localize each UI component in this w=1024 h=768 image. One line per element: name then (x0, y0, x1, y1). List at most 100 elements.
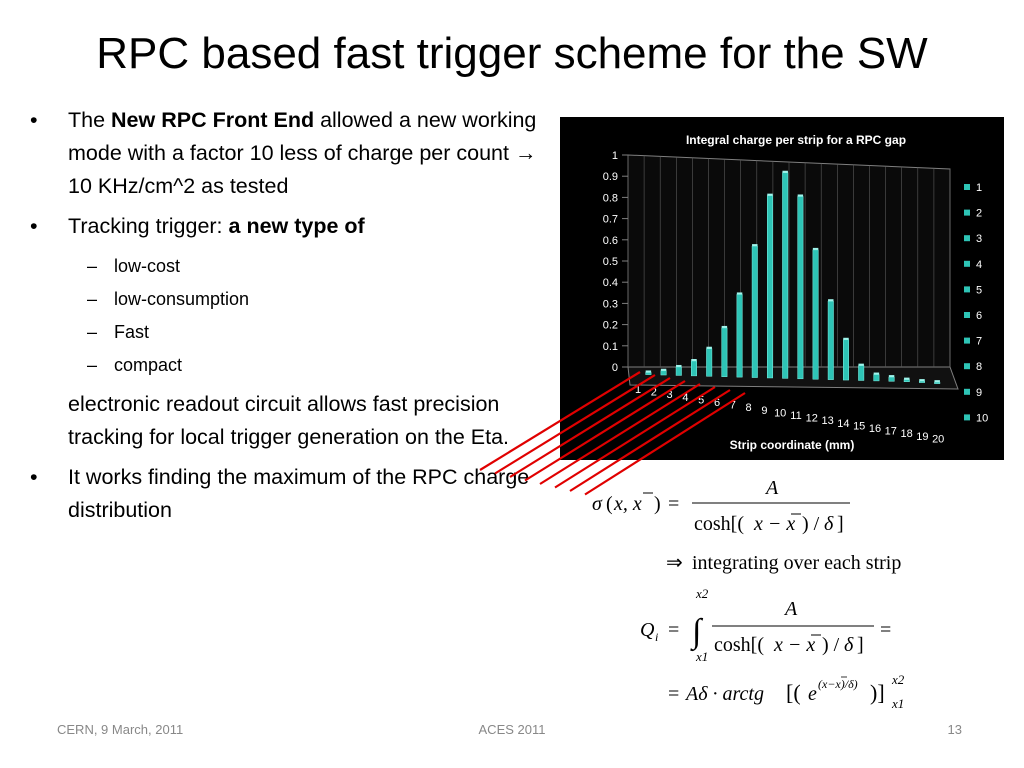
bullet-text: Tracking trigger: (68, 214, 229, 238)
legend-label: 1 (976, 182, 982, 194)
svg-text:Aδ · arctg: Aδ · arctg (684, 683, 764, 705)
dash-marker: – (87, 355, 98, 375)
legend-label: 4 (976, 259, 982, 271)
svg-text:e: e (808, 683, 817, 705)
sub-item-text: low-cost (114, 256, 181, 276)
legend-swatch (964, 286, 970, 293)
svg-text:): ) (654, 493, 661, 515)
bullet-marker: • (30, 465, 38, 489)
x-axis-label: Strip coordinate (mm) (730, 438, 855, 452)
chart-bar (706, 348, 713, 377)
y-tick-label: 0.8 (603, 192, 618, 204)
q-formula: x2 Q i = ∫ x1 A cosh[( x − x ) / δ ] = (640, 586, 891, 664)
chart-bar (827, 300, 834, 380)
chart-bar-top (721, 325, 728, 328)
chart-bar-top (782, 170, 788, 173)
chart-bar (751, 245, 758, 378)
legend-swatch (964, 260, 970, 267)
chart-bar (797, 196, 804, 380)
x-tick-label: 13 (821, 415, 833, 427)
svg-text:x − x: x − x (753, 513, 795, 535)
sub-item-text: Fast (114, 322, 150, 342)
bullet-bold-text: New RPC Front End (111, 108, 315, 132)
sub-item-text: compact (114, 355, 183, 375)
chart-bar-top (767, 193, 773, 196)
bullet-text: The (68, 108, 112, 132)
formula-block: σ ( x, x ) = A cosh[( x − x ) / δ ] ⇒ in… (592, 477, 905, 711)
svg-text:=: = (668, 683, 679, 705)
chart-bar-top (888, 375, 895, 378)
x-tick-label: 5 (698, 394, 704, 406)
chart-bar-top (812, 247, 819, 250)
integrating-line: ⇒ integrating over each strip (666, 552, 901, 574)
x-tick-label: 8 (746, 402, 752, 414)
chart-bar (858, 365, 865, 381)
svg-text:=: = (880, 619, 891, 641)
dash-marker: – (87, 322, 98, 342)
chart-bar-top (676, 364, 682, 367)
y-tick-label: 0.5 (603, 256, 618, 268)
bullet-front-end: • The New RPC Front End allowed a new wor… (30, 104, 560, 203)
chart-bar (721, 327, 728, 377)
x-tick-label: 9 (761, 405, 767, 417)
chart-bar (888, 376, 895, 382)
sub-item-fast: – Fast (30, 316, 560, 349)
bullet-text: It works finding the maximum of the RPC … (68, 465, 530, 522)
svg-text:∫: ∫ (690, 613, 704, 652)
sub-item-text: low-consumption (114, 289, 250, 309)
chart-bar (873, 374, 880, 382)
slide-title: RPC based fast trigger scheme for the SW (96, 29, 928, 78)
svg-text:x2: x2 (695, 586, 709, 601)
x-tick-label: 6 (714, 397, 720, 409)
x-tick-label: 11 (790, 410, 801, 422)
y-tick-label: 0.6 (603, 235, 618, 247)
svg-text:x2: x2 (891, 672, 905, 687)
legend-swatch (964, 363, 970, 370)
chart-bar-top (706, 346, 712, 349)
x-tick-label: 18 (900, 428, 912, 440)
legend-label: 7 (976, 336, 982, 348)
bullet-tracking-trigger: • Tracking trigger: a new type of (30, 210, 560, 243)
chart-bar (934, 381, 941, 384)
x-tick-label: 2 (651, 387, 657, 399)
legend-swatch (964, 337, 970, 344)
chart-bar (812, 249, 819, 380)
svg-text:(: ( (606, 493, 613, 515)
chart-bar (736, 294, 743, 378)
legend-label: 2 (976, 208, 982, 220)
svg-text:x1: x1 (695, 649, 708, 664)
svg-text:=: = (668, 493, 679, 515)
bullet-bold-text: a new type of (228, 214, 365, 238)
bullet-maximum: • It works finding the maximum of the RPC… (30, 461, 560, 527)
chart-bar (766, 195, 773, 379)
chart-title: Integral charge per strip for a RPC gap (686, 133, 906, 147)
right-arrow-icon: → (514, 141, 537, 165)
chart-bar-top (858, 363, 864, 366)
svg-text:i: i (655, 630, 658, 644)
continuation-text: electronic readout circuit allows fast p… (68, 392, 510, 449)
chart-bar-top (691, 359, 697, 362)
svg-text:δ: δ (824, 513, 834, 535)
svg-text:) /: ) / (802, 513, 820, 535)
chart-bar-top (828, 299, 834, 302)
svg-text:]: ] (837, 513, 844, 535)
legend-swatch (964, 312, 970, 318)
legend-swatch (964, 235, 970, 242)
y-tick-label: 1 (612, 150, 618, 162)
chart-bar (690, 360, 697, 377)
y-tick-label: 0.7 (603, 214, 618, 226)
chart-bar-top (843, 337, 849, 340)
chart-bar (675, 366, 682, 376)
x-tick-label: 10 (774, 407, 786, 419)
svg-text:δ: δ (844, 634, 854, 656)
x-tick-label: 14 (837, 418, 849, 430)
chart-bar (903, 379, 910, 382)
legend-label: 10 (976, 412, 988, 424)
svg-text:)]: )] (870, 680, 885, 705)
chart-bar-top (873, 372, 880, 375)
svg-text:σ: σ (592, 493, 603, 515)
svg-text:A: A (783, 598, 798, 620)
x-tick-label: 7 (730, 400, 736, 412)
chart-bar (782, 172, 789, 379)
chart-bar (842, 339, 849, 381)
